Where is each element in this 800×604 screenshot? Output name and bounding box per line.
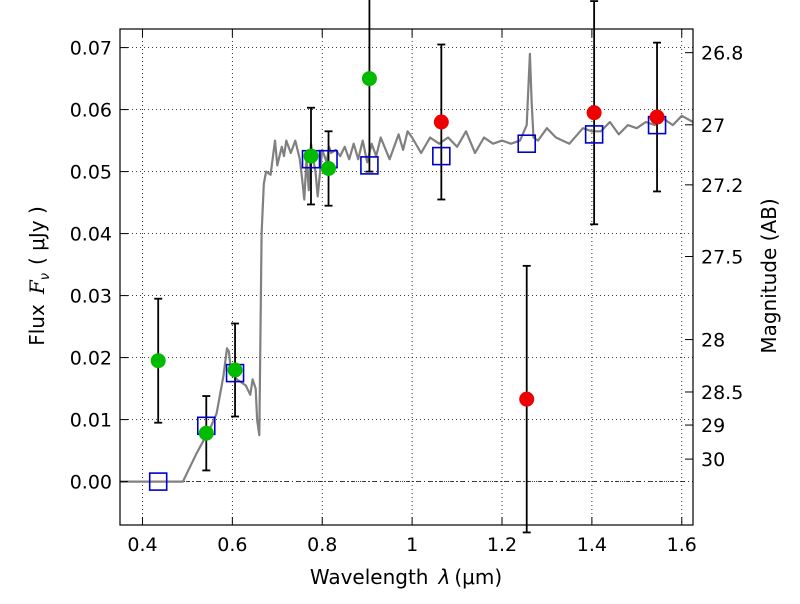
low-significance-point bbox=[649, 109, 665, 125]
y2-tick-label: 28.5 bbox=[701, 382, 743, 404]
y-tick-label: 0.07 bbox=[70, 38, 112, 60]
x-tick-label: 1.4 bbox=[577, 534, 607, 556]
model-layer bbox=[120, 52, 694, 483]
synthetic-flux-square bbox=[584, 125, 604, 144]
low-significance-point bbox=[519, 391, 535, 407]
synthetic-flux-square bbox=[148, 472, 168, 491]
x-tick-label: 1.6 bbox=[667, 534, 697, 556]
tick-layer: 0.4 0.6 0.8 1 1.2 1.4 1.6 0.00 0.01 0.02 0.03 0.04 0… bbox=[70, 29, 743, 556]
x-tick-label: 1 bbox=[406, 534, 418, 556]
detection-point bbox=[361, 71, 377, 87]
y-tick-label: 0.03 bbox=[70, 286, 112, 308]
y2-tick-label: 28 bbox=[701, 330, 725, 352]
y-tick-label: 0.02 bbox=[70, 348, 112, 370]
synthetic-flux-square bbox=[517, 134, 537, 153]
synthetic-flux-square bbox=[360, 156, 379, 175]
y2-tick-label: 27.5 bbox=[701, 246, 743, 268]
detection-point bbox=[198, 425, 214, 441]
y-tick-label: 0.00 bbox=[70, 472, 112, 494]
x-tick-label: 0.8 bbox=[307, 534, 337, 556]
model-spectrum-line bbox=[120, 52, 694, 483]
y-tick-label: 0.01 bbox=[70, 410, 112, 432]
plot-frame bbox=[119, 28, 694, 526]
grid-layer bbox=[120, 29, 693, 525]
y-tick-label: 0.05 bbox=[70, 162, 112, 184]
detection-point bbox=[150, 353, 166, 369]
y-tick-label: 0.06 bbox=[70, 100, 112, 122]
x-axis-title: Wavelength λ (μm) bbox=[310, 565, 502, 589]
x-tick-label: 0.6 bbox=[217, 534, 247, 556]
errorbar-layer bbox=[154, 0, 662, 534]
detection-point bbox=[321, 161, 337, 176]
y2-tick-label: 27 bbox=[701, 115, 725, 137]
y2-tick-label: 30 bbox=[701, 449, 725, 471]
y2-tick-label: 29 bbox=[701, 415, 725, 437]
low-significance-point bbox=[586, 105, 602, 121]
x-tick-label: 0.4 bbox=[127, 534, 157, 556]
y-tick-label: 0.04 bbox=[70, 224, 112, 246]
y-axis-title: FluxFν( μJy ) bbox=[25, 206, 53, 346]
y2-axis-title: Magnitude (AB) bbox=[757, 198, 781, 353]
synthetic-flux-square bbox=[432, 146, 451, 166]
x-tick-label: 1.2 bbox=[487, 534, 517, 556]
y2-tick-label: 27.2 bbox=[701, 175, 743, 197]
detection-point bbox=[303, 148, 319, 164]
marker-layer bbox=[148, 71, 667, 491]
frame-layer bbox=[119, 28, 694, 526]
detection-point bbox=[227, 362, 243, 378]
y2-tick-label: 26.8 bbox=[701, 43, 743, 65]
low-significance-point bbox=[433, 114, 449, 130]
